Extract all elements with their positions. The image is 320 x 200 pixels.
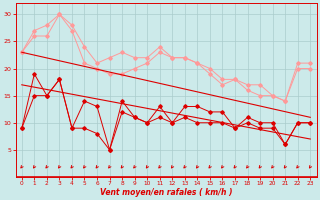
X-axis label: Vent moyen/en rafales ( km/h ): Vent moyen/en rafales ( km/h ) bbox=[100, 188, 232, 197]
